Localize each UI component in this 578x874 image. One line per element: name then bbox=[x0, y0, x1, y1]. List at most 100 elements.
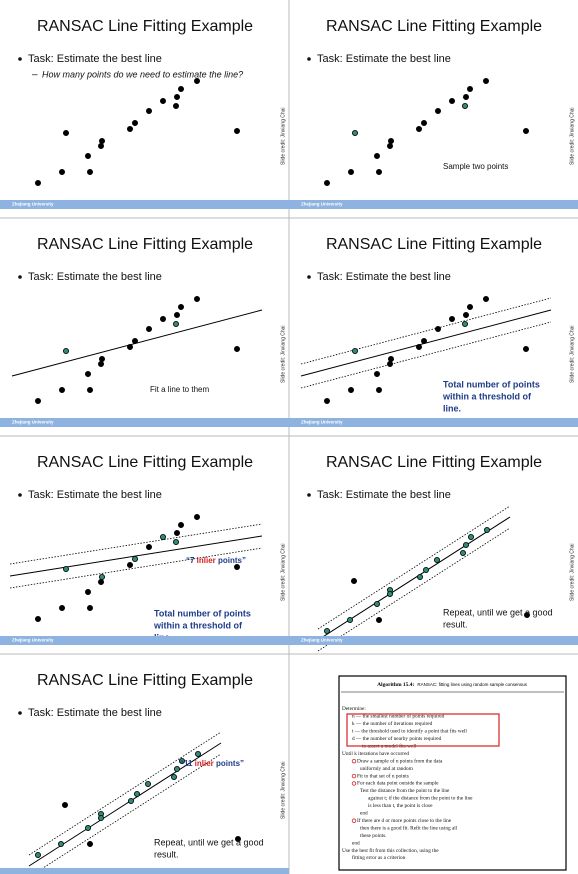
inlier-suffix: points” bbox=[214, 759, 244, 768]
point bbox=[324, 397, 331, 404]
bullet: Task: Estimate the best line bbox=[317, 53, 451, 65]
point bbox=[374, 152, 381, 159]
algorithm-line: k — the number of iterations required bbox=[352, 720, 433, 727]
inlier-point bbox=[35, 851, 42, 858]
inlier-point bbox=[172, 321, 179, 328]
point bbox=[177, 86, 184, 93]
caption: result. bbox=[443, 619, 468, 629]
footer: Zhejiang University bbox=[301, 420, 343, 425]
slide-credit: Slide credit: Jinxiang Chai bbox=[280, 761, 286, 819]
caption: Total number of points bbox=[154, 608, 251, 618]
inlier-point bbox=[352, 347, 359, 354]
algorithm-line: For each data point outside the sample bbox=[357, 781, 439, 787]
footer-bar bbox=[289, 418, 578, 427]
step-marker bbox=[351, 758, 357, 764]
point bbox=[59, 386, 66, 393]
point bbox=[434, 108, 441, 115]
caption: Sample two points bbox=[443, 162, 508, 171]
slide-credit: Slide credit: Jinxiang Chai bbox=[569, 325, 575, 383]
point bbox=[462, 312, 469, 319]
algorithm-line: Until k iterations have occurred bbox=[342, 751, 409, 757]
point bbox=[233, 127, 240, 134]
slide-credit: Slide credit: Jinxiang Chai bbox=[280, 543, 286, 601]
inlier-point bbox=[433, 557, 440, 564]
sub-bullet-dash: – bbox=[32, 70, 38, 81]
inlier-point bbox=[374, 600, 381, 607]
step-marker bbox=[351, 818, 357, 823]
point bbox=[172, 103, 179, 110]
slide-title: RANSAC Line Fitting Example bbox=[37, 672, 253, 689]
slide-title: RANSAC Line Fitting Example bbox=[37, 18, 253, 35]
inlier-point bbox=[159, 534, 166, 541]
algorithm-line: d — the number of nearby points required bbox=[352, 735, 442, 742]
footer-bar bbox=[0, 418, 289, 427]
inlier-word: inlier bbox=[195, 759, 214, 768]
point bbox=[177, 304, 184, 311]
point bbox=[85, 588, 92, 595]
inlier-point bbox=[422, 566, 429, 573]
algorithm-line: If there are d or more points close to t… bbox=[357, 817, 452, 824]
slide-title: RANSAC Line Fitting Example bbox=[326, 18, 542, 35]
inlier-point bbox=[58, 840, 65, 847]
algorithm-line: is less than t, the point is close bbox=[368, 803, 433, 809]
caption: result. bbox=[154, 849, 179, 859]
inlier-point bbox=[131, 556, 138, 563]
threshold-line bbox=[300, 297, 552, 365]
algorithm-line: Fit to that set of n points bbox=[357, 772, 409, 779]
slide: RANSAC Line Fitting Example Task: Estimat… bbox=[289, 236, 578, 427]
point bbox=[173, 312, 180, 319]
bullet: Task: Estimate the best line bbox=[317, 271, 451, 283]
inlier-point bbox=[387, 590, 394, 597]
point bbox=[193, 78, 200, 85]
inlier-point bbox=[462, 542, 469, 549]
slide: RANSAC Line Fitting Example Task: Estimat… bbox=[289, 18, 578, 209]
algorithm-line: t — the threshold used to identify a poi… bbox=[352, 728, 467, 735]
inlier-point bbox=[461, 103, 468, 110]
threshold-line bbox=[32, 753, 222, 874]
point bbox=[324, 179, 331, 186]
bullet-dot bbox=[18, 275, 22, 279]
bullet-dot bbox=[307, 57, 311, 61]
point bbox=[482, 296, 489, 303]
inlier-point bbox=[483, 527, 490, 534]
point bbox=[173, 530, 180, 537]
inlier-suffix: points” bbox=[216, 556, 246, 565]
point bbox=[159, 316, 166, 323]
algorithm-line: Test the distance from the point to the … bbox=[360, 787, 450, 794]
step-marker bbox=[351, 781, 357, 786]
algorithm-frame bbox=[338, 675, 567, 871]
fit-line bbox=[9, 535, 263, 577]
inlier-point bbox=[467, 534, 474, 541]
slide-credit: Slide credit: Jinxiang Chai bbox=[280, 107, 286, 165]
point bbox=[99, 355, 106, 362]
point bbox=[98, 142, 105, 149]
algorithm-line: n — the smallest number of points requir… bbox=[352, 713, 445, 720]
point bbox=[87, 840, 94, 847]
point bbox=[173, 94, 180, 101]
point bbox=[35, 615, 42, 622]
slide-title: RANSAC Line Fitting Example bbox=[326, 454, 542, 471]
inlier-point bbox=[173, 766, 180, 773]
bullet: Task: Estimate the best line bbox=[317, 489, 451, 501]
inlier-point bbox=[324, 627, 331, 634]
caption: within a threshold of bbox=[442, 391, 532, 401]
threshold-line bbox=[300, 321, 552, 389]
sub-bullet: How many points do we need to estimate t… bbox=[42, 69, 243, 79]
point bbox=[145, 544, 152, 551]
point bbox=[348, 168, 355, 175]
footer: Zhejiang University bbox=[12, 638, 54, 643]
footer-bar bbox=[289, 200, 578, 209]
footer: Zhejiang University bbox=[301, 638, 343, 643]
point bbox=[145, 108, 152, 115]
point bbox=[62, 801, 69, 808]
inlier-point bbox=[63, 565, 70, 572]
bullet: Task: Estimate the best line bbox=[28, 271, 162, 283]
slide: RANSAC Line Fitting Example Task: Estimat… bbox=[0, 672, 289, 874]
inlier-point bbox=[352, 129, 359, 136]
point bbox=[193, 514, 200, 521]
inlier-prefix: “7 bbox=[186, 556, 197, 565]
point bbox=[127, 562, 134, 569]
point bbox=[374, 370, 381, 377]
slide: RANSAC Line Fitting Example Task: Estimat… bbox=[289, 454, 578, 652]
point bbox=[462, 94, 469, 101]
